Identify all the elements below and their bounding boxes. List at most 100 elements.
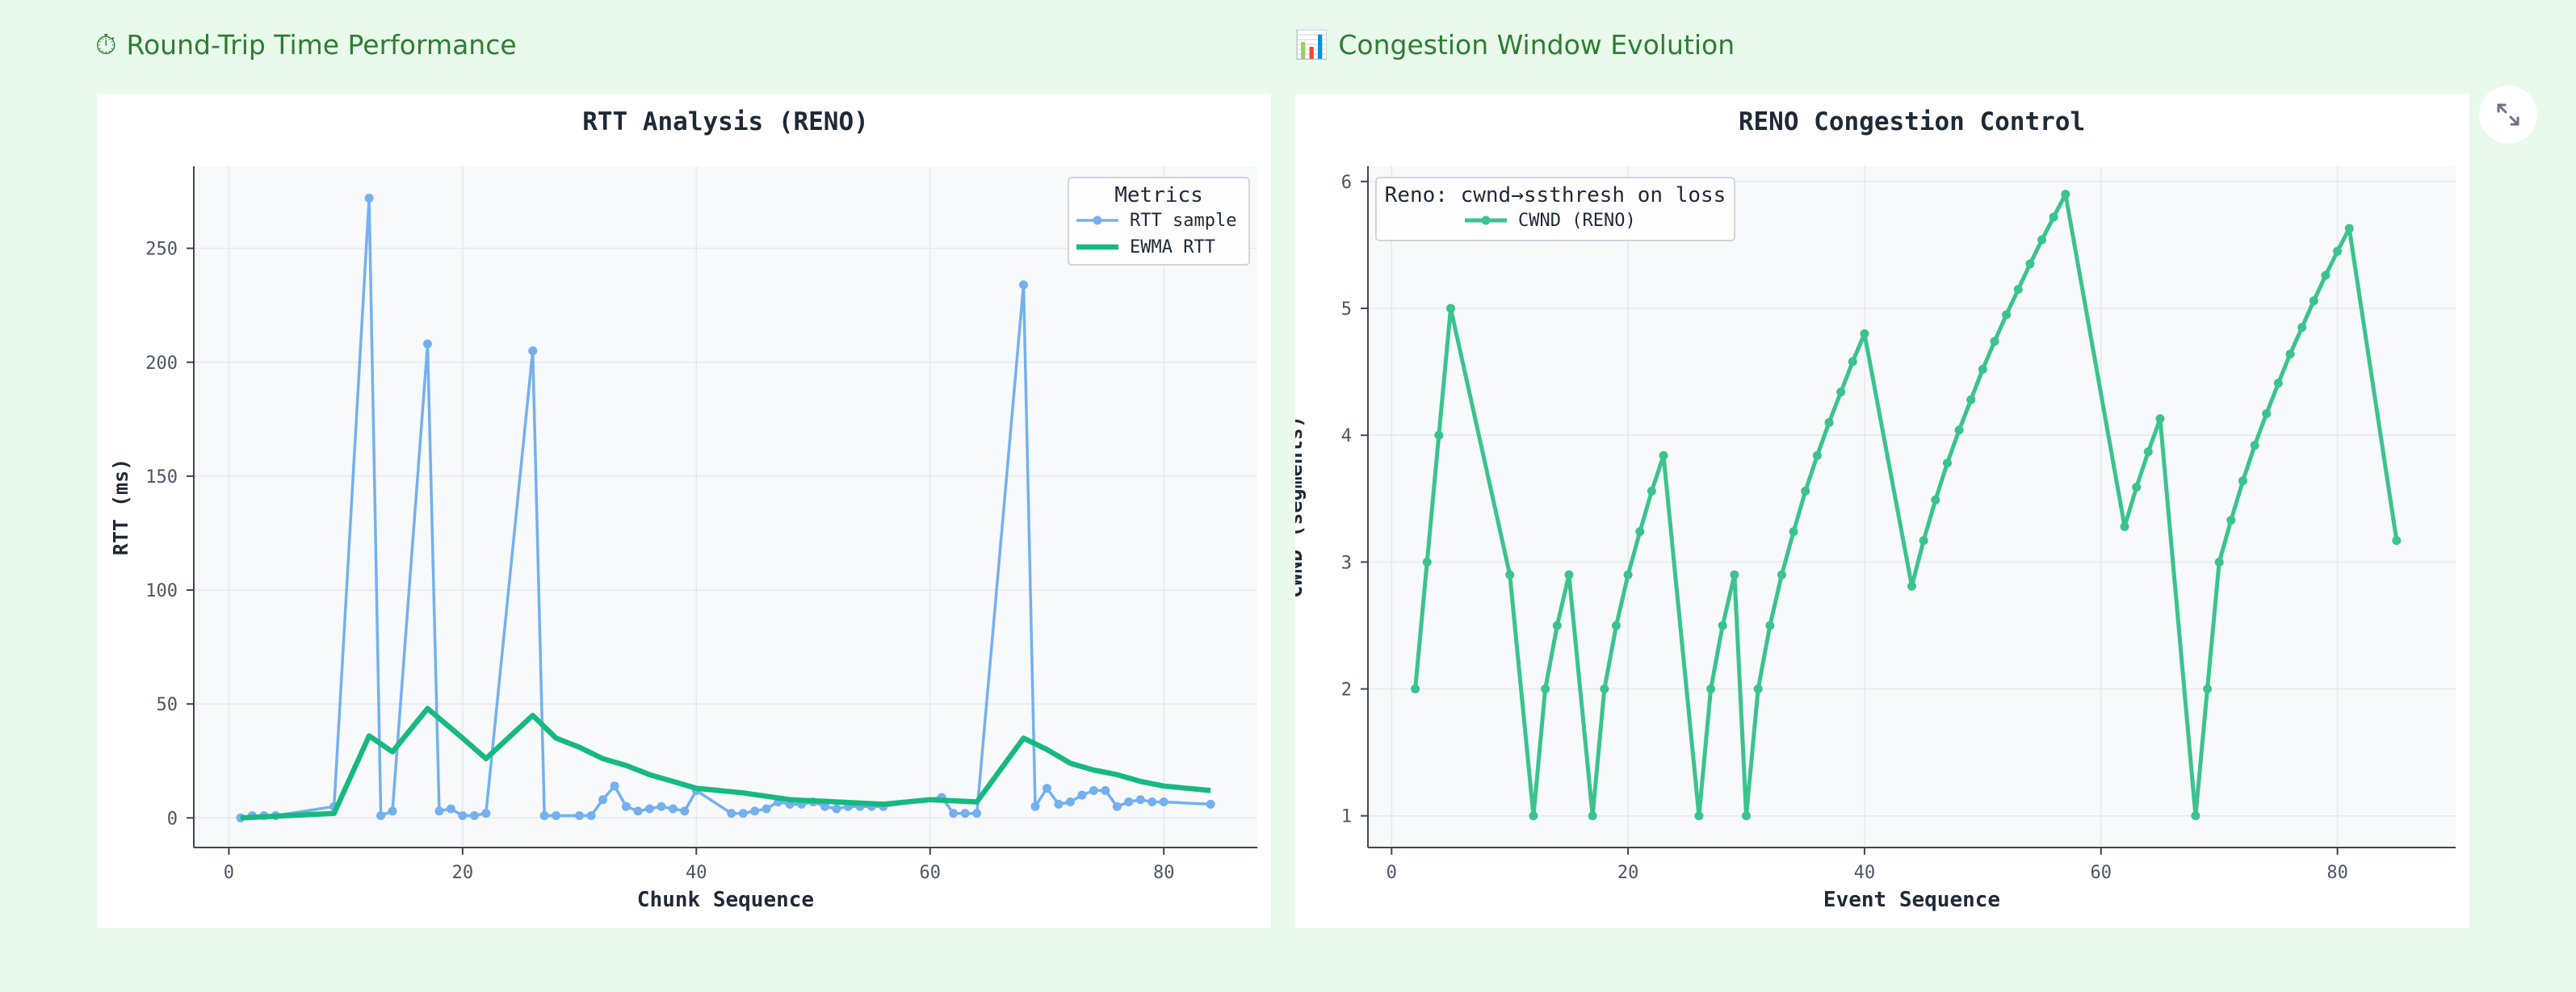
x-tick-label: 0 [224, 863, 234, 883]
data-point [1065, 797, 1075, 807]
y-tick-label: 150 [145, 467, 178, 488]
legend-label: EWMA RTT [1130, 237, 1215, 257]
data-point [446, 804, 455, 814]
data-point [364, 194, 374, 203]
legend-box [1375, 177, 1735, 241]
data-point [434, 806, 444, 816]
plot-area [1368, 166, 2456, 848]
bar-chart-icon: 📊 [1294, 28, 1329, 61]
data-point [575, 810, 585, 820]
data-point [1730, 570, 1739, 580]
data-point [1611, 621, 1621, 630]
data-point [1718, 621, 1727, 630]
data-point [1552, 621, 1562, 630]
data-point [2191, 811, 2201, 821]
data-point [586, 810, 596, 820]
data-point [598, 795, 608, 805]
data-point [1990, 337, 1999, 346]
data-point [644, 804, 654, 814]
x-tick-label: 20 [452, 863, 474, 883]
cwnd-chart: 0 20 40 60 80 1 2 3 4 5 6 RENO Congestion Control Ev… [1295, 107, 2456, 912]
y-tick-label: 3 [1341, 553, 1352, 573]
y-tick-label: 0 [167, 809, 178, 829]
data-point [2132, 483, 2142, 492]
data-point [949, 809, 959, 818]
legend-box [1068, 177, 1250, 266]
plot-area [194, 166, 1257, 848]
data-point [1112, 802, 1122, 811]
legend-title: Metrics [1114, 183, 1203, 207]
data-point [960, 809, 970, 818]
y-tick-label: 1 [1341, 807, 1352, 827]
data-point [2049, 212, 2058, 222]
legend-marker [1481, 216, 1491, 225]
data-point [680, 806, 690, 816]
x-tick-label: 0 [1387, 863, 1397, 883]
data-point [668, 804, 678, 814]
x-tick-label: 80 [2326, 863, 2348, 883]
data-point [1659, 450, 1668, 460]
data-point [1848, 357, 1857, 366]
data-point [2273, 379, 2283, 388]
data-point [388, 806, 397, 816]
data-point [1789, 527, 1798, 537]
y-axis-label: RTT (ms) [109, 458, 132, 555]
rtt-chart: 0 20 40 60 80 0 50 100 150 200 250 RTT Analysis (RE… [109, 107, 1257, 912]
data-point [1635, 527, 1645, 537]
x-tick-label: 80 [1153, 863, 1175, 883]
data-point [1966, 395, 1976, 404]
y-tick-label: 6 [1341, 173, 1352, 193]
x-tick-label: 60 [920, 863, 942, 883]
data-point [1089, 785, 1098, 795]
data-point [2061, 190, 2070, 199]
data-point [2226, 516, 2236, 525]
data-point [1588, 811, 1597, 821]
data-point [1445, 303, 1455, 313]
data-point [2309, 296, 2318, 306]
y-tick-label: 2 [1341, 680, 1352, 701]
data-point [481, 809, 491, 818]
data-point [1124, 797, 1134, 807]
data-point [1694, 811, 1704, 821]
data-point [1824, 417, 1834, 427]
data-point [832, 804, 841, 814]
x-tick-label: 40 [1854, 863, 1876, 883]
series-line-0 [1413, 192, 2399, 818]
data-point [1101, 785, 1110, 795]
data-point [1647, 486, 1656, 496]
data-point [2203, 684, 2213, 694]
data-point [2037, 235, 2047, 245]
data-point [1135, 795, 1145, 805]
data-point [2155, 414, 2165, 424]
data-point [1030, 802, 1040, 811]
cwnd-chart-card: 0 20 40 60 80 1 2 3 4 5 6 RENO Congestion Control Ev… [1295, 94, 2469, 928]
expand-icon [2497, 103, 2519, 126]
data-point [2321, 270, 2331, 280]
data-point [621, 802, 631, 811]
expand-button[interactable] [2479, 86, 2537, 144]
data-point [528, 346, 538, 356]
data-point [610, 781, 619, 791]
data-point [1422, 557, 1432, 567]
data-point [1042, 784, 1051, 793]
data-point [1907, 581, 1916, 591]
data-point [1931, 495, 1940, 504]
data-point [727, 809, 736, 818]
data-point [469, 810, 479, 820]
rtt-section-header: ⏱ Round-Trip Time Performance [95, 29, 517, 61]
data-point [1159, 797, 1168, 807]
data-point [2214, 557, 2224, 567]
y-tick-label: 100 [145, 581, 178, 601]
data-point [761, 804, 771, 814]
legend-title: Reno: cwnd→ssthresh on loss [1385, 183, 1726, 207]
data-point [1765, 621, 1775, 630]
data-point [2120, 521, 2129, 531]
data-point [1206, 799, 1215, 809]
data-point [2333, 246, 2343, 256]
data-point [657, 802, 666, 811]
data-point [1600, 684, 1609, 694]
x-axis-label: Chunk Sequence [637, 888, 814, 912]
data-point [1836, 387, 1846, 397]
y-tick-label: 50 [157, 695, 178, 715]
data-point [1777, 570, 1786, 580]
